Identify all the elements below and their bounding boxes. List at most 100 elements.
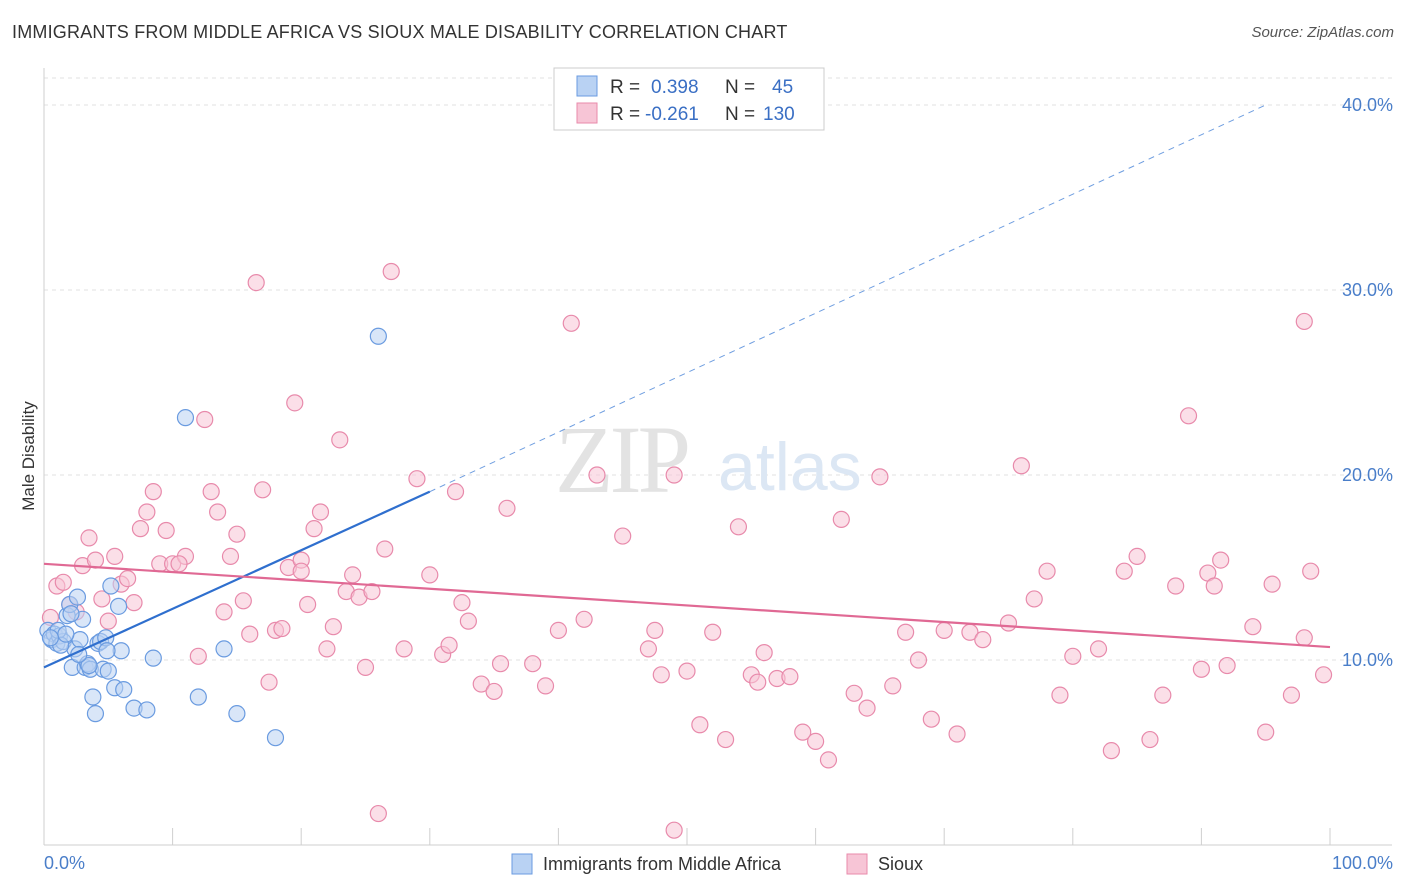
watermark-atlas: atlas — [718, 429, 862, 505]
point-sioux — [228, 525, 246, 543]
point-sioux — [1141, 730, 1159, 749]
point-sioux — [1205, 577, 1223, 595]
point-sioux — [1102, 742, 1120, 760]
point-sioux — [536, 677, 555, 695]
point-sioux — [1038, 562, 1056, 580]
data-points — [39, 262, 1333, 839]
point-sioux — [299, 595, 317, 614]
point-sioux — [498, 499, 516, 517]
point-middle-africa — [215, 640, 233, 658]
point-middle-africa — [189, 688, 207, 706]
point-sioux — [491, 655, 510, 673]
legend-r-value-2: -0.261 — [645, 104, 699, 125]
point-middle-africa — [68, 588, 87, 606]
point-sioux — [1218, 656, 1236, 675]
point-middle-africa — [57, 625, 75, 643]
point-middle-africa — [369, 327, 387, 345]
legend-n-label-1: N = — [725, 77, 755, 98]
point-middle-africa — [228, 705, 246, 723]
point-sioux — [806, 732, 825, 751]
point-sioux — [286, 394, 304, 412]
point-sioux — [871, 468, 889, 486]
point-sioux — [781, 668, 799, 686]
point-sioux — [845, 684, 863, 702]
point-sioux — [1295, 312, 1313, 331]
point-sioux — [318, 640, 336, 658]
point-sioux — [935, 621, 953, 640]
point-sioux — [292, 562, 310, 580]
point-sioux — [369, 804, 387, 823]
y-tick-label: 20.0% — [1342, 465, 1393, 485]
point-sioux — [1282, 686, 1301, 704]
legend-n-value-1: 45 — [772, 77, 793, 98]
point-sioux — [588, 466, 606, 484]
point-middle-africa — [62, 605, 80, 623]
point-sioux — [639, 640, 658, 658]
x-tick-label-max: 100.0% — [1332, 853, 1393, 873]
point-sioux — [241, 625, 259, 643]
point-sioux — [794, 723, 812, 741]
series-legend: Immigrants from Middle Africa Sioux — [511, 853, 923, 875]
series-legend-swatch-blue — [511, 853, 533, 875]
point-sioux — [170, 555, 188, 573]
point-sioux — [665, 821, 683, 839]
trend-lines — [43, 104, 1331, 669]
point-sioux — [562, 314, 580, 332]
point-sioux — [221, 547, 240, 566]
point-sioux — [524, 655, 542, 673]
point-sioux — [652, 666, 670, 684]
point-sioux — [755, 643, 773, 662]
point-sioux — [1154, 686, 1172, 704]
point-sioux — [1212, 551, 1230, 569]
point-sioux — [665, 466, 683, 484]
point-sioux — [453, 594, 471, 612]
stats-legend: R = 0.398 N = 45 R = -0.261 N = 130 — [553, 67, 825, 131]
point-sioux — [93, 590, 111, 608]
point-sioux — [1179, 407, 1198, 425]
legend-swatch-blue — [576, 75, 598, 97]
point-sioux — [215, 603, 233, 621]
point-sioux — [1263, 575, 1281, 593]
point-sioux — [209, 503, 227, 521]
point-middle-africa — [109, 597, 128, 615]
point-sioux — [749, 673, 767, 691]
point-sioux — [1051, 686, 1069, 704]
point-middle-africa — [99, 662, 117, 680]
point-sioux — [440, 636, 458, 654]
point-sioux — [138, 503, 156, 521]
series-legend-label-blue: Immigrants from Middle Africa — [543, 854, 782, 874]
point-sioux — [305, 520, 323, 538]
point-sioux — [421, 566, 439, 584]
point-middle-africa — [102, 577, 120, 595]
point-sioux — [1192, 660, 1211, 678]
point-sioux — [614, 527, 632, 545]
point-sioux — [1295, 629, 1313, 647]
point-sioux — [54, 573, 72, 591]
gridlines — [44, 77, 1392, 661]
point-sioux — [189, 647, 207, 665]
point-sioux — [678, 662, 696, 680]
point-sioux — [382, 262, 400, 281]
x-ticks — [172, 828, 1331, 845]
point-sioux — [1167, 577, 1185, 595]
point-sioux — [311, 503, 330, 521]
point-sioux — [729, 518, 748, 536]
x-tick-labels: 0.0% 100.0% — [44, 853, 1393, 873]
point-sioux — [485, 682, 503, 701]
point-sioux — [324, 618, 342, 636]
point-sioux — [1064, 647, 1082, 665]
point-sioux — [344, 566, 362, 584]
point-sioux — [1115, 562, 1133, 580]
point-sioux — [909, 651, 928, 669]
legend-swatch-pink — [576, 102, 598, 124]
point-middle-africa — [98, 642, 116, 660]
point-sioux — [922, 710, 940, 728]
point-sioux — [1025, 590, 1043, 608]
point-sioux — [376, 540, 394, 558]
point-sioux — [106, 547, 124, 566]
chart-title: IMMIGRANTS FROM MIDDLE AFRICA VS SIOUX M… — [12, 22, 788, 42]
point-sioux — [118, 569, 137, 588]
point-sioux — [356, 658, 375, 677]
point-sioux — [260, 673, 278, 691]
